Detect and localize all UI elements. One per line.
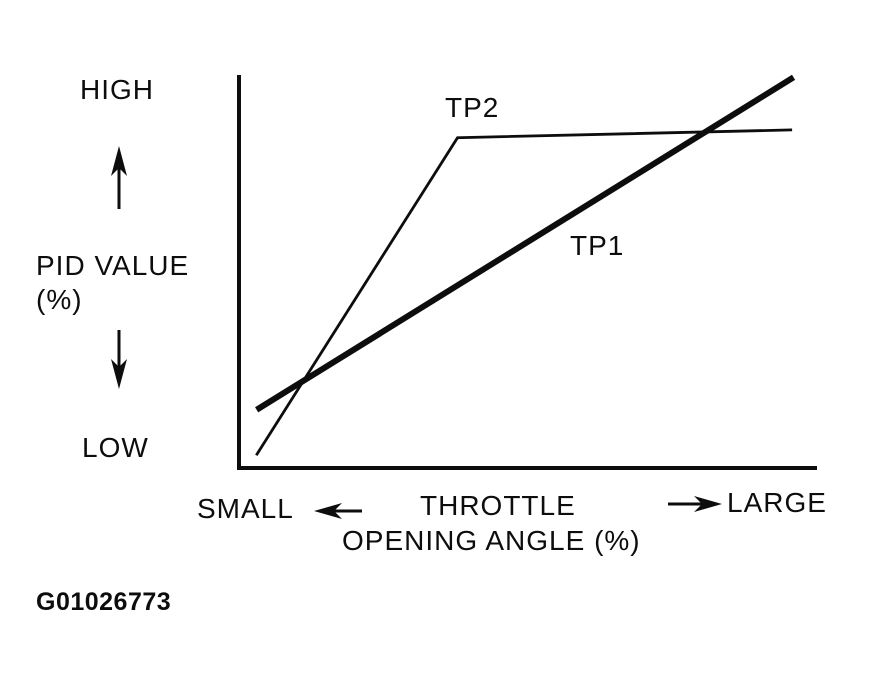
- arrow-right-icon: [668, 496, 722, 512]
- tp1-line: [255, 74, 796, 413]
- x-axis-large-label: LARGE: [727, 487, 827, 518]
- x-axis-title-line1: THROTTLE: [420, 490, 576, 521]
- tp2-series-label: TP2: [445, 92, 500, 123]
- arrow-left-icon: [314, 503, 362, 519]
- y-axis-title-line1: PID VALUE: [36, 250, 190, 281]
- tp1-series-label: TP1: [570, 230, 625, 261]
- y-axis-low-label: LOW: [82, 432, 149, 463]
- x-axis-title-line2: OPENING ANGLE (%): [342, 525, 641, 556]
- y-axis-title-line2: (%): [36, 284, 83, 315]
- arrow-up-icon: [111, 146, 127, 209]
- tp2-line: [255, 128, 793, 456]
- x-axis-small-label: SMALL: [197, 493, 294, 524]
- figure-code: G01026773: [36, 588, 172, 616]
- y-axis-high-label: HIGH: [80, 74, 154, 105]
- arrow-down-icon: [111, 330, 127, 389]
- plot-axes: [237, 75, 817, 470]
